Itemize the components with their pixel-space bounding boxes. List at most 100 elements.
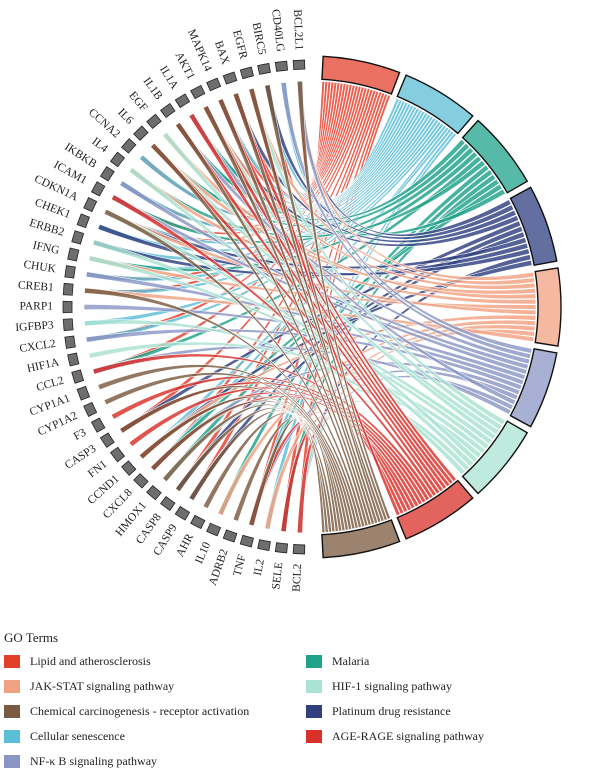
gene-label: FN1 (86, 458, 110, 480)
gene-block (257, 539, 271, 552)
gene-label: EGF (126, 90, 149, 114)
gene-block (239, 534, 254, 548)
pathway-arc (396, 74, 474, 135)
pathway-arc-layer (321, 55, 562, 559)
legend: GO Terms Lipid and atherosclerosis Malar… (4, 630, 596, 768)
chord-ribbon (138, 109, 423, 223)
legend-swatch (4, 729, 20, 743)
gene-label: BCL2 (291, 563, 304, 592)
gene-label: IGFBP3 (15, 319, 54, 334)
chord-ribbon (92, 239, 493, 445)
gene-label: BAX (212, 39, 232, 67)
gene-block (99, 432, 115, 448)
gene-label: IL2 (252, 558, 267, 577)
pathway-arc (534, 267, 562, 347)
gene-label: EGFR (230, 29, 249, 61)
chord-ribbon (174, 121, 372, 526)
gene-block (190, 84, 206, 100)
chord-ribbon (232, 415, 339, 532)
legend-swatch (4, 704, 20, 718)
gene-label: IL1A (157, 64, 181, 92)
legend-label: AGE-RAGE signaling pathway (332, 728, 484, 743)
chord-diagram: BCL2L1CD40LGBIRC5EGFRBAXMAPK14AKT1IL1AIL… (15, 9, 562, 592)
gene-block-layer (62, 59, 306, 555)
legend-label: Cellular senescence (30, 728, 125, 743)
pathway-arc (509, 186, 558, 267)
gene-block (222, 71, 238, 85)
gene-block (190, 514, 206, 530)
gene-block (64, 265, 76, 279)
gene-block (62, 282, 74, 296)
chord-ribbon (296, 80, 391, 520)
legend-item: Lipid and atherosclerosis (4, 653, 306, 669)
ribbon-layer (83, 80, 537, 534)
gene-block (174, 93, 191, 109)
chord-ribbon (97, 223, 530, 276)
legend-item: JAK-STAT signaling pathway (4, 678, 306, 694)
chord-ribbon (248, 87, 382, 523)
legend-item: Platinum drug resistance (306, 703, 596, 719)
gene-block (90, 417, 106, 433)
gene-label: F3 (72, 426, 89, 443)
gene-label: IL10 (193, 540, 213, 566)
legend-swatch (306, 704, 322, 718)
gene-label: CHUK (23, 259, 58, 276)
chord-ribbon (248, 417, 326, 533)
chord-ribbon (188, 112, 448, 490)
gene-block (133, 473, 149, 489)
chord-ribbon (217, 319, 536, 516)
gene-block (64, 335, 76, 349)
chord-ribbon (264, 84, 388, 521)
pathway-arc (321, 55, 401, 95)
gene-block (292, 59, 306, 70)
gene-block (206, 77, 222, 92)
gene-label: AHR (174, 532, 196, 559)
gene-label: CCNA2 (86, 106, 122, 140)
legend-swatch (306, 654, 322, 668)
gene-label: CD40LG (269, 9, 286, 53)
legend-title: GO Terms (4, 630, 59, 645)
gene-label: ERBB2 (28, 217, 66, 239)
gene-label: BCL2L1 (291, 9, 305, 51)
gene-block (62, 318, 74, 332)
gene-block (76, 213, 91, 229)
chord-ribbon (85, 271, 526, 380)
legend-item: Cellular senescence (4, 728, 306, 744)
gene-block (71, 369, 85, 384)
gene-block (67, 352, 80, 367)
gene-block (274, 542, 288, 554)
legend-grid: Lipid and atherosclerosis Malaria JAK-ST… (4, 653, 596, 768)
legend-item: AGE-RAGE signaling pathway (306, 728, 596, 744)
gene-block (274, 60, 288, 72)
gene-block (257, 62, 271, 75)
gene-block (239, 66, 254, 80)
gene-label: BIRC5 (250, 21, 268, 56)
chord-ribbon (150, 142, 369, 527)
gene-label: IFNG (32, 239, 61, 257)
legend-label: Malaria (332, 653, 370, 668)
gene-label: PARP1 (20, 301, 54, 313)
gene-block (99, 166, 115, 182)
gene-block (121, 460, 137, 476)
pathway-arc (461, 420, 529, 495)
gene-block (109, 151, 126, 168)
chord-ribbon (84, 287, 362, 529)
legend-swatch (4, 754, 20, 768)
chord-ribbon (202, 105, 375, 525)
legend-label: JAK-STAT signaling pathway (30, 678, 175, 693)
gene-block (222, 529, 238, 543)
legend-label: Platinum drug resistance (332, 703, 451, 718)
gene-block (83, 401, 98, 418)
pathway-arc (321, 519, 401, 559)
legend-swatch (4, 679, 20, 693)
legend-label: Chemical carcinogenesis - receptor activ… (30, 703, 250, 718)
legend-item: Chemical carcinogenesis - receptor activ… (4, 703, 306, 719)
gene-block (109, 446, 126, 463)
gene-label: IL4 (89, 136, 110, 156)
legend-swatch (306, 679, 322, 693)
chord-ribbon (103, 208, 366, 528)
gene-block (90, 181, 106, 197)
chord-ribbon (217, 98, 379, 524)
gene-block (133, 125, 149, 141)
